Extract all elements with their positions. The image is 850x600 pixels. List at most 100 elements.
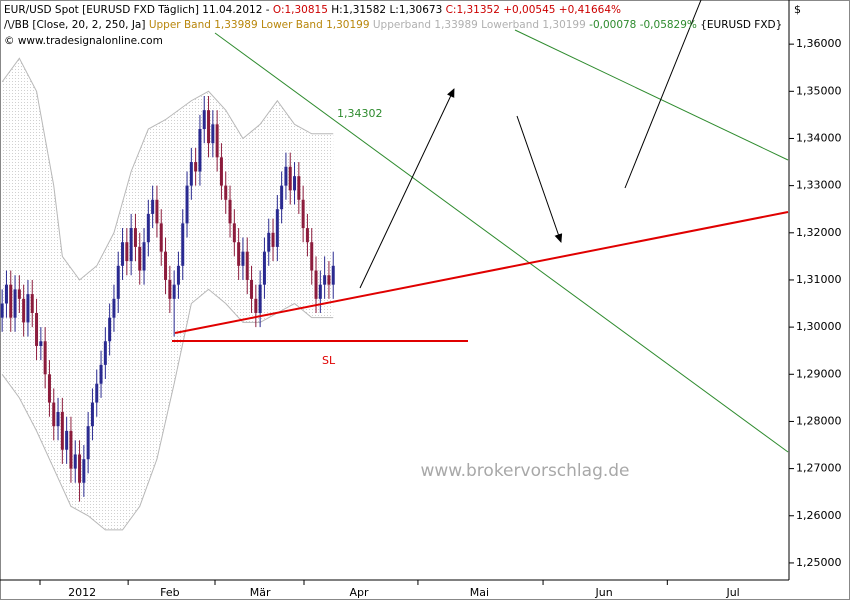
candle-body	[146, 213, 150, 243]
y-tick-label: 1,33000	[796, 179, 842, 192]
candle-body	[172, 284, 176, 299]
candle-body	[13, 289, 17, 318]
candle-body	[284, 166, 288, 186]
candle-body	[65, 430, 69, 450]
candle-body	[151, 199, 155, 214]
sl-label: SL	[322, 354, 336, 367]
header-text: Upper Band 1,33989 Lower Band 1,30199	[149, 19, 370, 31]
candle-body	[314, 270, 318, 299]
arrow	[624, 0, 702, 189]
candle-body	[159, 223, 163, 252]
y-tick-label: 1,30000	[796, 320, 842, 333]
candle-body	[237, 242, 241, 266]
candle-body	[56, 412, 60, 427]
y-tick-label: 1,32000	[796, 226, 842, 239]
candle-body	[258, 284, 262, 313]
candle-body	[125, 242, 129, 262]
candle-body	[224, 185, 228, 200]
candle-body	[310, 242, 314, 271]
candle-body	[60, 412, 64, 450]
header-text: O:1,30815	[273, 4, 328, 16]
candle-body	[73, 454, 77, 469]
candle-body	[181, 223, 185, 266]
candle-body	[22, 298, 26, 323]
y-tick-label: 1,27000	[796, 462, 842, 475]
candle-body	[250, 279, 254, 299]
candle-body	[9, 284, 13, 318]
x-tick-label: Feb	[160, 586, 179, 599]
candle-body	[30, 294, 34, 313]
candle-body	[318, 284, 322, 299]
candle-body	[327, 275, 331, 285]
candle-body	[4, 284, 8, 304]
x-tick-label: Mai	[470, 586, 489, 599]
y-tick-label: 1,35000	[796, 84, 842, 97]
y-tick-label: 1,36000	[796, 37, 842, 50]
header-copyright: © www.tradesignalonline.com	[4, 35, 163, 47]
candle-body	[52, 402, 56, 427]
candle-body	[121, 242, 125, 266]
candle-body	[129, 228, 133, 262]
x-tick-label: Mär	[250, 586, 271, 599]
candle-body	[271, 232, 275, 247]
candle-body	[133, 228, 137, 247]
candle-body	[112, 298, 116, 318]
candle-body	[280, 185, 284, 210]
candle-body	[185, 185, 189, 224]
y-tick-label: 1,25000	[796, 556, 842, 569]
candle-body	[215, 124, 219, 158]
header-text: H:1,31582 L:1,30673	[331, 4, 442, 16]
y-tick-label: 1,26000	[796, 509, 842, 522]
candle-body	[262, 251, 266, 285]
candle-body	[194, 162, 198, 172]
candle-body	[17, 289, 21, 299]
candle-body	[95, 383, 99, 403]
candle-body	[168, 279, 172, 299]
candle-body	[82, 459, 86, 483]
candle-body	[69, 430, 73, 469]
candle-body	[47, 374, 51, 403]
candle-body	[176, 265, 180, 285]
candle-body	[331, 265, 335, 285]
candle-body	[254, 298, 258, 313]
candle-body	[305, 228, 309, 243]
y-tick-label: 1,31000	[796, 273, 842, 286]
header-text: /\/BB [Close, 20, 2, 250, Ja]	[4, 19, 145, 31]
candle-body	[142, 242, 146, 271]
header-line: /\/BB [Close, 20, 2, 250, Ja] Upper Band…	[4, 19, 782, 31]
header-text: C:1,31352 +0,00545 +0,41664%	[446, 4, 621, 16]
candle-body	[267, 232, 271, 252]
band-fill	[2, 58, 334, 530]
y-tick-label: 1,34000	[796, 131, 842, 144]
candle-body	[155, 199, 159, 224]
x-tick-label: Jun	[595, 586, 613, 599]
candle-body	[90, 402, 94, 427]
candle-body	[78, 454, 82, 483]
candle-body	[323, 275, 327, 285]
candle-body	[26, 294, 30, 323]
candle-body	[189, 162, 193, 186]
candle-body	[293, 176, 297, 191]
candle-body	[202, 110, 206, 130]
y-tick-label: 1,28000	[796, 414, 842, 427]
candle-body	[207, 110, 211, 144]
candle-body	[245, 251, 249, 280]
candle-body	[211, 124, 215, 144]
header-line: EUR/USD Spot [EURUSD FXD Täglich] 11.04.…	[4, 4, 621, 16]
candle-body	[275, 209, 279, 247]
candle-body	[198, 129, 202, 172]
x-tick-label: Apr	[350, 586, 370, 599]
band-line	[1, 57, 334, 281]
header-text: {EURUSD FXD}	[700, 19, 782, 31]
candle-body	[232, 223, 236, 243]
candle-body	[108, 317, 112, 342]
header-text: -0,00078 -0,05829%	[589, 19, 697, 31]
x-tick-label: 2012	[68, 586, 96, 599]
candle-body	[219, 157, 223, 186]
candle-body	[86, 426, 90, 460]
band-line	[1, 288, 334, 531]
x-tick-label: Jul	[725, 586, 739, 599]
trend-label: 1,34302	[337, 107, 383, 120]
header-text: Upperband 1,33989 Lowerband 1,30199	[373, 19, 586, 31]
